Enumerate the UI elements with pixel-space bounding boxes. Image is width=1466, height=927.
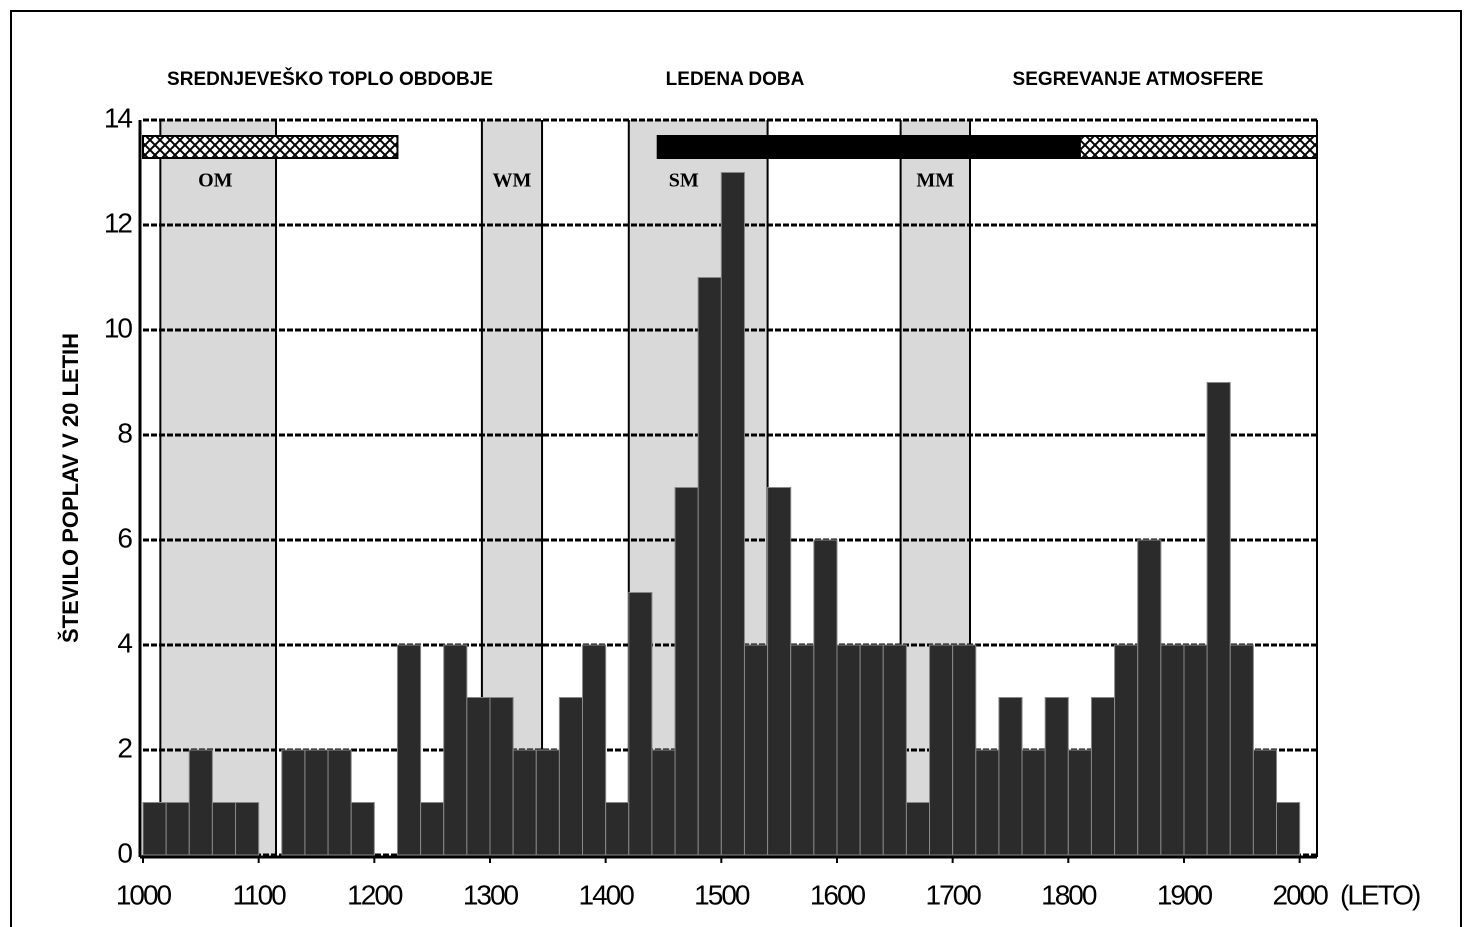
bar <box>443 644 468 856</box>
bar <box>489 697 514 856</box>
bar <box>882 644 907 856</box>
era-label: SREDNJEVEŠKO TOPLO OBDOBJE <box>167 68 493 90</box>
era-band <box>142 135 399 159</box>
x-tick-label: 1800 <box>1041 879 1097 910</box>
period-shade <box>160 120 277 855</box>
bar <box>975 749 1000 856</box>
era-label: LEDENA DOBA <box>666 69 805 90</box>
bar <box>1067 749 1092 856</box>
bar <box>396 644 422 856</box>
period-label: WM <box>493 170 532 192</box>
x-tick-label: 1300 <box>463 879 519 910</box>
bar <box>1160 644 1185 856</box>
period-label: MM <box>916 170 954 192</box>
y-tick-label: 10 <box>104 312 133 343</box>
x-tick-label: 1500 <box>694 879 750 910</box>
bar <box>651 749 676 856</box>
bar <box>859 644 884 856</box>
bar <box>605 802 630 856</box>
x-tick-label: 1600 <box>810 879 866 910</box>
bar <box>813 539 838 856</box>
x-tick-label: 1000 <box>116 879 172 910</box>
y-tick-label: 12 <box>104 207 133 238</box>
bar <box>582 644 607 856</box>
bar <box>235 802 260 856</box>
bar <box>720 172 745 856</box>
y-tick-label: 6 <box>117 522 132 553</box>
bar <box>674 487 699 856</box>
bar <box>998 697 1023 856</box>
x-axis-label: (LETO) <box>1340 879 1420 910</box>
frame <box>10 10 1462 927</box>
bar <box>1114 644 1139 856</box>
bar <box>1276 802 1301 856</box>
bar <box>1252 749 1278 856</box>
bar <box>558 697 584 856</box>
bar <box>1090 697 1116 856</box>
bar <box>142 802 167 856</box>
bar <box>535 749 560 856</box>
y-tick-label: 0 <box>117 837 132 868</box>
bar <box>165 802 190 856</box>
era-band <box>656 135 1081 159</box>
bar <box>1021 749 1046 856</box>
bar <box>836 644 861 856</box>
x-tick-label: 1200 <box>347 879 403 910</box>
bar <box>420 802 445 856</box>
bar <box>211 802 237 856</box>
era-band <box>1078 135 1319 159</box>
bar <box>1137 539 1162 856</box>
bar <box>188 749 213 856</box>
bar <box>767 487 792 856</box>
bar <box>952 644 977 856</box>
bar <box>512 749 537 856</box>
bar <box>743 644 769 856</box>
y-tick-label: 14 <box>104 102 133 133</box>
bar <box>1044 697 1069 856</box>
bar <box>327 749 352 856</box>
bar <box>304 749 329 856</box>
bar <box>697 277 722 856</box>
bar <box>790 644 815 856</box>
bar <box>281 749 306 856</box>
bar <box>1183 644 1208 856</box>
era-label: SEGREVANJE ATMOSFERE <box>1013 69 1264 90</box>
bar <box>350 802 375 856</box>
y-axis-label: ŠTEVILO POPLAV V 20 LETIH <box>58 333 83 643</box>
x-tick-label: 1700 <box>926 879 982 910</box>
bar <box>1206 382 1231 856</box>
bar <box>905 802 931 856</box>
y-tick-label: 4 <box>117 627 132 658</box>
y-tick-label: 8 <box>117 417 132 448</box>
bar <box>628 592 653 856</box>
bar <box>1229 644 1254 856</box>
x-tick-label: 1400 <box>579 879 635 910</box>
x-tick-label: 1100 <box>233 879 287 910</box>
x-tick-label: 1900 <box>1157 879 1213 910</box>
bar <box>466 697 491 856</box>
y-tick-label: 2 <box>117 732 132 763</box>
bar <box>929 644 954 856</box>
x-tick-label: 2000 <box>1273 879 1329 910</box>
period-label: SM <box>669 170 699 192</box>
period-label: OM <box>198 170 233 192</box>
